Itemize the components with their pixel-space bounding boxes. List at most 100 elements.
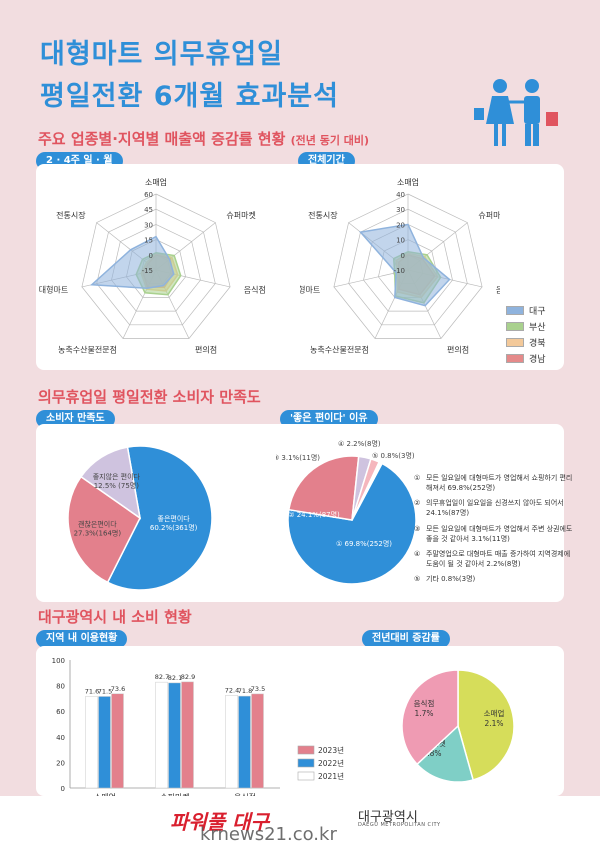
- bar-value-label: 71.5: [98, 687, 112, 695]
- pie-slice: [401, 669, 459, 766]
- radar-axis-label: 슈퍼마켓: [226, 210, 255, 220]
- pie-slice-value: 12.5% (75명): [94, 481, 140, 490]
- radar-tick-label: 30: [396, 206, 405, 214]
- bar-value-label: 82.1: [168, 674, 182, 682]
- bar-value-label: 82.7: [155, 673, 169, 681]
- legend-swatch: [506, 354, 524, 363]
- legend-label: 경북: [529, 339, 546, 349]
- y-tick-label: 40: [56, 734, 65, 742]
- pie-slice-label: 음식점: [414, 698, 435, 708]
- radar-tick-label: 60: [144, 191, 153, 199]
- bar-2022년: [98, 696, 111, 789]
- bar-chart-local-usage: 0 20 40 60 80 100 71.671.573.6 소매업 82.782.182.9 슈…: [52, 657, 344, 796]
- bar-legend-swatch: [297, 745, 315, 755]
- bar-value-label: 73.5: [251, 685, 265, 693]
- section2-title: 의무휴업일 평일전환 소비자 만족도: [38, 388, 261, 406]
- reason-item: ⑤ 기타 0.8%(3명): [414, 574, 574, 584]
- pie-slice-value: 2.1%: [484, 719, 503, 728]
- bar-2021년: [85, 696, 98, 789]
- radar-axis-label: 슈퍼마켓: [478, 210, 500, 220]
- y-tick-label: 0: [61, 785, 65, 793]
- reason-text: 주말영업으로 대형마트 매출 증가하여 지역경제에 도움이 될 것 같아서 2.…: [426, 549, 571, 568]
- radar-series-대구: [89, 235, 175, 290]
- y-tick-label: 60: [56, 708, 65, 716]
- radar-axis-label: 농축수산물전문점: [58, 344, 117, 354]
- bar-legend-swatch: [297, 771, 315, 781]
- radar-axis-label: 소매업: [397, 178, 419, 187]
- radar-tick-label: 30: [144, 221, 153, 229]
- radar-axis-label: 전통시장: [56, 210, 86, 220]
- reason-item: ① 모든 일요일에 대형마트가 영업해서 쇼핑하기 편리해져서 69.8%(252…: [414, 473, 574, 493]
- bar-value-label: 72.4: [225, 686, 239, 694]
- tab-satisfaction: 소비자 만족도: [36, 410, 115, 428]
- bar-2023년: [181, 681, 194, 789]
- bar-2021년: [225, 695, 238, 789]
- bar-2022년: [168, 682, 181, 789]
- shoppers-icon: [474, 79, 558, 146]
- pie-slice-value: 60.2%(361명): [150, 523, 198, 532]
- tab-yoy-change: 전년대비 증감률: [362, 630, 450, 648]
- pie-slice: [416, 724, 475, 783]
- radar-grid: [333, 193, 483, 339]
- legend-item: 경남: [506, 352, 546, 365]
- legend-item: 부산: [506, 320, 546, 333]
- bar-value-label: 73.6: [111, 685, 125, 693]
- reason-number: ②: [414, 499, 421, 508]
- radar-axis-label: 전통시장: [308, 210, 338, 220]
- y-tick-label: 80: [56, 683, 65, 691]
- reasons-list: ① 모든 일요일에 대형마트가 영업해서 쇼핑하기 편리해져서 69.8%(252…: [414, 473, 574, 589]
- radar-axis-label: 편의점: [195, 344, 217, 354]
- radar-tick-label: 45: [144, 206, 153, 214]
- reason-number: ④: [414, 549, 421, 558]
- legend-item: 경북: [506, 336, 546, 349]
- radar-tick-label: 0: [149, 252, 153, 260]
- legend-swatch: [506, 322, 524, 331]
- pie-slice-label: ③ 3.1%(11명): [276, 453, 320, 462]
- radar-axis-label: 편의점: [447, 344, 469, 354]
- section1-title: 주요 업종별·지역별 매출액 증감률 현황 (전년 동기 대비): [38, 130, 370, 148]
- consumption-panel: 0 20 40 60 80 100 71.671.573.6 소매업 82.782.182.9 슈…: [36, 646, 564, 796]
- radar-grid: [111, 224, 201, 312]
- radar-tick-label: 40: [396, 191, 405, 199]
- pie-slice-label: ⑤ 0.8%(3명): [372, 451, 415, 460]
- legend-item: 대구: [506, 304, 546, 317]
- tab-local-usage: 지역 내 이용현황: [36, 630, 128, 648]
- pie-slice-label: 좋지않은 편이다: [93, 472, 141, 481]
- reason-number: ⑤: [414, 575, 421, 584]
- brand-powerful-daegu: 파워풀 대구: [170, 810, 269, 834]
- page-title-line1: 대형마트 의무휴업일: [40, 39, 283, 70]
- bar-2023년: [251, 693, 264, 789]
- tab-good-reasons: '좋은 편이다' 이유: [280, 410, 378, 428]
- bar-legend-label: 2021년: [318, 771, 344, 781]
- satisfaction-panel: 좋은편이다 60.2%(361명) 괜찮은편이다 27.3%(164명) 좋지않은 편이…: [36, 424, 564, 602]
- y-tick-label: 20: [56, 759, 65, 767]
- radar-axis-label: 음식점: [244, 285, 266, 295]
- legend-swatch: [506, 338, 524, 347]
- reason-text: 모든 일요일에 대형마트가 영업해서 주변 상권에도 좋을 것 같아서 3.1%…: [426, 524, 573, 543]
- reason-text: 의무휴업일이 일요일을 신경쓰지 않아도 되어서 24.1%(87명): [426, 499, 564, 518]
- reason-number: ③: [414, 524, 421, 533]
- pie-slice-label: 괜찮은편이다: [78, 520, 117, 529]
- legend-label: 경남: [529, 355, 546, 365]
- bar-2023년: [111, 693, 124, 789]
- brand-daegu-city-sub: DAEGU METROPOLITAN CITY: [358, 822, 441, 828]
- radar-panel: 60 45 30 15 0 -15 소매업 슈퍼마켓 음식점 편의점 농축수산물전문점 대형마트 전통시…: [36, 164, 564, 370]
- pie-slice-value: 27.3%(164명): [74, 529, 122, 538]
- pie-slice-label: 좋은편이다: [158, 514, 191, 523]
- reason-text: 모든 일요일에 대형마트가 영업해서 쇼핑하기 편리해져서 69.8%(252명…: [426, 474, 573, 493]
- radar-tick-label: 15: [144, 237, 153, 245]
- radar-series-대구: [359, 223, 451, 307]
- radar-grid: [96, 208, 216, 326]
- bar-2021년: [155, 681, 168, 789]
- x-tick-label: 소매업: [94, 793, 116, 796]
- pie-slice: [351, 461, 384, 521]
- radar-grid: [348, 208, 468, 326]
- pie-slice-label: 소매업: [484, 709, 505, 718]
- legend-label: 대구: [529, 307, 546, 317]
- legend-swatch: [506, 306, 524, 315]
- radar-axis-label: 소매업: [145, 178, 167, 187]
- bar-2022년: [238, 695, 251, 789]
- section3-title: 대구광역시 내 소비 현황: [38, 608, 192, 626]
- reason-item: ② 의무휴업일이 일요일을 신경쓰지 않아도 되어서 24.1%(87명): [414, 498, 574, 518]
